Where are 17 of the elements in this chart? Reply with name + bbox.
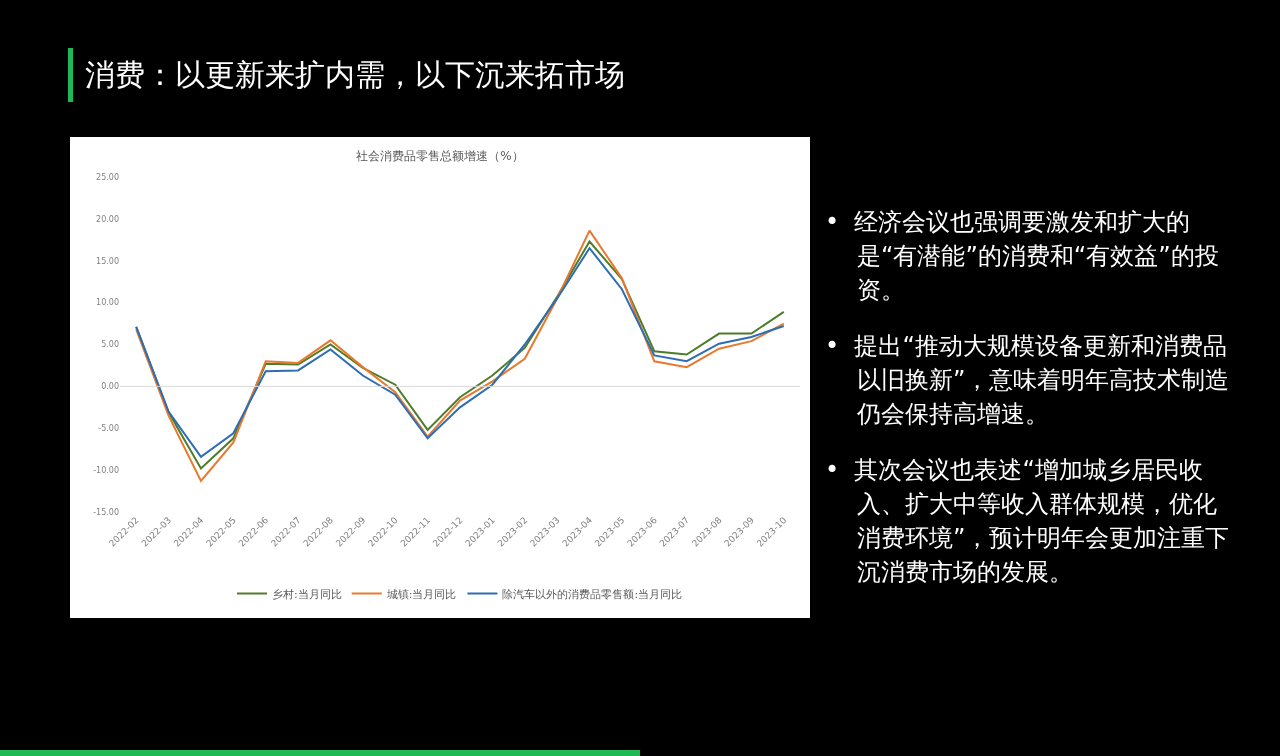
chart-title: 消费：以更新来扩内需，以下沉来拓市场 <box>85 55 625 94</box>
text: • 提出“推动大规模设备更新和消费品以旧换新”，意味着明年高技术制造仍会保持高增速。 <box>825 331 1231 430</box>
legend-label: 城镇:当月同比 <box>385 587 457 601</box>
y-tick-label: 25.00 <box>96 172 119 182</box>
y-tick-label: 20.00 <box>96 214 119 224</box>
legend-label: 除汽车以外的消费品零售额:当月同比 <box>502 587 683 601</box>
y-tick-label: -10.00 <box>93 465 119 475</box>
text: • 经济会议也强调要激发和扩大的是“有潜能”的消费和“有效益”的投资。 <box>825 207 1220 306</box>
text: • 其次会议也表述“增加城乡居民收入、扩大中等收入群体规模，优化消费环境”，预计明年会更加注重下沉消费市场的发展。 <box>825 455 1231 588</box>
y-tick-label: 10.00 <box>96 298 119 308</box>
y-tick-label: -5.00 <box>98 424 119 434</box>
y-tick-label: -15.00 <box>93 507 119 517</box>
legend-label: 乡村:当月同比 <box>272 587 342 601</box>
y-tick-label: 0.00 <box>101 382 119 392</box>
y-tick-label: 15.00 <box>96 256 119 266</box>
chart-subtitle: 社会消费品零售总额增速（%） <box>356 148 524 163</box>
y-tick-label: 5.00 <box>101 340 119 350</box>
